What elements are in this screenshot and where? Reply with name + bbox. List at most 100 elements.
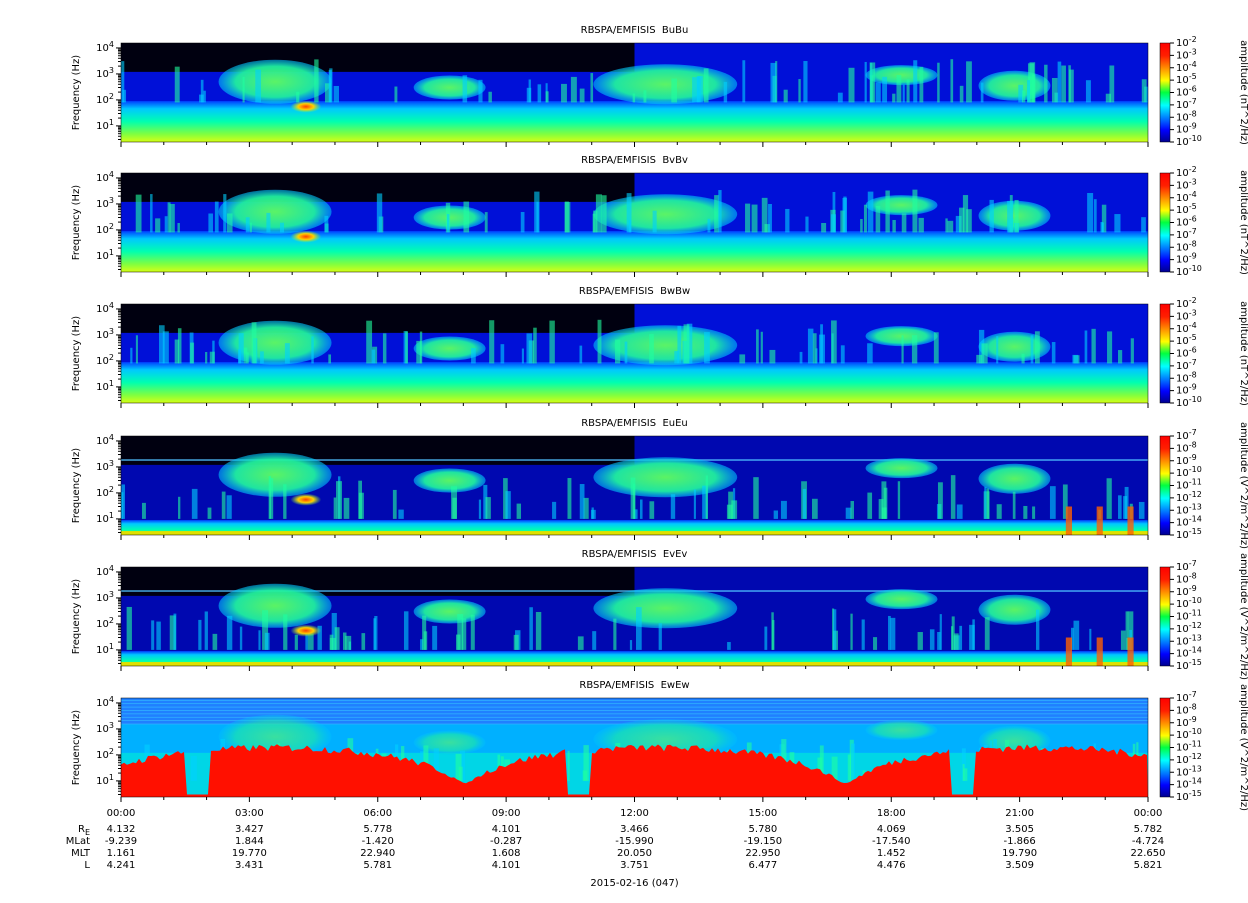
colorbar-tick-label: 10-4: [1176, 59, 1197, 74]
ephemeris-value: 19.790: [1002, 848, 1037, 859]
spectral-region: [1065, 506, 1073, 535]
y-tick-label-base: 10: [96, 304, 109, 315]
colorbar-tick-label-base: 10: [1176, 755, 1189, 766]
y-tick-label-exponent: 2: [109, 91, 114, 100]
spectral-region: [863, 204, 867, 233]
spectral-region: [567, 478, 572, 519]
y-tick-label-base: 10: [96, 69, 109, 80]
colorbar-tick-label: 10-7: [1176, 96, 1197, 111]
spectral-region: [693, 489, 696, 519]
colorbar-tick-label: 10-10: [1176, 395, 1202, 410]
spectral-region: [489, 320, 495, 364]
spectral-region: [1084, 330, 1088, 364]
y-tick-label-exponent: 4: [109, 432, 114, 441]
colorbar-tick-label-exponent: -10: [1189, 264, 1202, 273]
colorbar-tick-label-exponent: -4: [1189, 59, 1197, 68]
spectral-region: [200, 79, 204, 103]
spectral-region: [1027, 80, 1031, 103]
spectral-region: [121, 703, 1148, 705]
y-tick-label-base: 10: [96, 698, 109, 709]
ephemeris-value: 4.101: [492, 824, 521, 835]
spectral-region: [535, 611, 542, 650]
emission-patch: [865, 589, 938, 610]
colorbar-tick-label-exponent: -5: [1189, 333, 1197, 342]
y-tick-label: 101: [96, 247, 114, 261]
spectral-region: [130, 347, 133, 364]
y-tick-label: 101: [96, 510, 114, 525]
spectral-region: [582, 770, 588, 781]
spectral-region: [1071, 627, 1074, 650]
spectral-region: [246, 352, 249, 364]
y-tick-label: 102: [96, 221, 114, 236]
colorbar-tick-label: 10-9: [1176, 382, 1197, 397]
y-tick-label-exponent: 3: [109, 65, 114, 74]
spectral-region: [169, 203, 175, 233]
spectral-region: [802, 488, 807, 519]
ephemeris-value: 3.751: [620, 860, 649, 871]
colorbar-tick-label-base: 10: [1176, 562, 1189, 573]
colorbar-tick-label-exponent: -8: [1189, 239, 1197, 248]
ephemeris-value: 5.782: [1134, 824, 1163, 835]
spectral-region: [317, 625, 322, 650]
colorbar-tick-label-exponent: -8: [1189, 440, 1197, 449]
spectral-region: [141, 502, 146, 519]
y-tick-label-exponent: 2: [109, 221, 114, 230]
colorbar-tick-label-exponent: -9: [1189, 121, 1197, 130]
colorbar-tick-label-exponent: -15: [1189, 527, 1202, 536]
panel-title: RBSPA/EMFISIS EwEw: [579, 680, 689, 691]
ephemeris-value: 5.781: [363, 860, 392, 871]
spectral-region: [831, 756, 838, 781]
colorbar-tick-label-base: 10: [1176, 38, 1189, 49]
spectral-region: [174, 339, 180, 364]
spectral-region: [156, 621, 161, 650]
y-tick-label: 102: [96, 91, 114, 106]
spectral-region: [1049, 486, 1056, 519]
spectral-region: [579, 484, 585, 519]
spectral-region: [875, 82, 881, 103]
spectral-region: [1089, 628, 1092, 650]
colorbar-tick-label-base: 10: [1176, 587, 1189, 598]
spectral-region: [950, 475, 956, 519]
y-tick-label-exponent: 4: [109, 39, 114, 48]
colorbar-tick-label: 10-12: [1176, 489, 1202, 504]
spectral-region: [1012, 491, 1016, 519]
spectral-region: [1141, 79, 1147, 103]
colorbar-tick-label-exponent: -4: [1189, 189, 1197, 198]
ephemeris-value: 3.431: [235, 860, 264, 871]
y-axis-label: Frequency (Hz): [71, 579, 82, 655]
colorbar-tick-label-base: 10: [1176, 718, 1189, 729]
spectral-region: [959, 85, 964, 103]
colorbar-tick-label-base: 10: [1176, 112, 1189, 123]
y-tick-label-exponent: 1: [109, 510, 114, 519]
ephemeris-value: 4.132: [107, 824, 136, 835]
colorbar-tick-label-base: 10: [1176, 373, 1189, 384]
emission-patch: [290, 624, 322, 637]
y-tick-label-exponent: 2: [109, 352, 114, 361]
x-tick-label: 09:00: [492, 808, 521, 819]
ephemeris-value: -1.866: [1004, 836, 1036, 847]
spectral-region: [567, 750, 570, 781]
colorbar-tick-label: 10-10: [1176, 596, 1202, 611]
y-tick-label: 103: [96, 326, 114, 341]
x-tick-label: 12:00: [620, 808, 649, 819]
spectral-region: [529, 607, 533, 650]
spectral-region: [832, 609, 837, 650]
spectral-region: [570, 76, 577, 103]
spectral-region: [526, 333, 532, 364]
y-tick-label-exponent: 2: [109, 484, 114, 493]
spectral-region: [901, 213, 907, 233]
colorbar-tick-label-exponent: -12: [1189, 489, 1202, 498]
spectral-region: [983, 491, 990, 519]
y-tick-label-base: 10: [96, 436, 109, 447]
spectral-region: [897, 481, 901, 519]
y-tick-label-exponent: 2: [109, 615, 114, 624]
spectral-region: [238, 333, 244, 364]
spectral-region: [906, 79, 910, 103]
spectral-region: [376, 193, 383, 233]
colorbar-tick-label-exponent: -6: [1189, 345, 1197, 354]
spectral-region: [1085, 80, 1091, 103]
colorbar-tick-label: 10-9: [1176, 452, 1197, 467]
spectral-region: [505, 491, 511, 519]
y-tick-label-base: 10: [96, 95, 109, 106]
